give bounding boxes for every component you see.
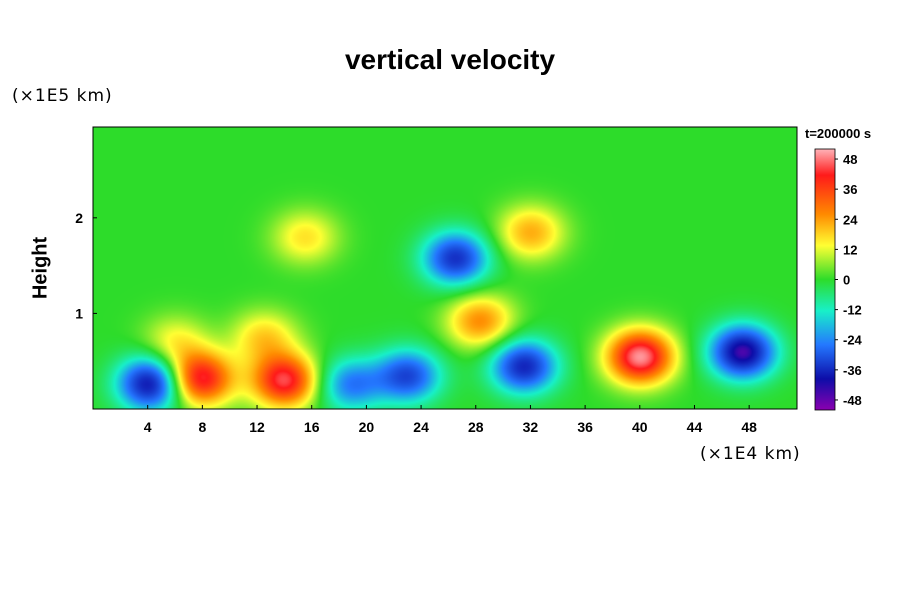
y-tick-label: 2 <box>75 210 83 226</box>
x-axis-unit: (×1E4 km) <box>700 444 801 464</box>
colorbar-tick-label: 0 <box>843 273 850 288</box>
y-tick-label: 1 <box>75 305 83 321</box>
time-label: t=200000 s <box>805 126 872 141</box>
x-tick-label: 28 <box>468 419 484 435</box>
colorbar-tick-label: -36 <box>843 363 862 378</box>
x-tick-label: 20 <box>359 419 375 435</box>
x-tick-label: 32 <box>523 419 539 435</box>
chart-title: vertical velocity <box>344 44 556 75</box>
x-tick-label: 4 <box>144 419 152 435</box>
x-tick-label: 8 <box>198 419 206 435</box>
colorbar <box>814 148 836 411</box>
plot-frame <box>92 126 798 410</box>
x-tick-label: 44 <box>687 419 703 435</box>
heatmap-field <box>93 127 797 409</box>
x-tick-label: 16 <box>304 419 320 435</box>
colorbar-tick-label: 12 <box>843 242 857 257</box>
colorbar-tick-label: 24 <box>843 212 858 227</box>
x-tick-label: 24 <box>413 419 429 435</box>
x-tick-label: 12 <box>249 419 265 435</box>
y-axis-unit: (×1E5 km) <box>12 86 113 106</box>
x-tick-label: 36 <box>577 419 593 435</box>
colorbar-tick-label: 48 <box>843 152 857 167</box>
x-tick-label: 48 <box>741 419 757 435</box>
colorbar-tick-label: 36 <box>843 182 857 197</box>
colorbar-tick-label: -24 <box>843 333 863 348</box>
colorbar-tick-label: -48 <box>843 393 862 408</box>
colorbar-tick-label: -12 <box>843 303 862 318</box>
x-tick-label: 40 <box>632 419 648 435</box>
